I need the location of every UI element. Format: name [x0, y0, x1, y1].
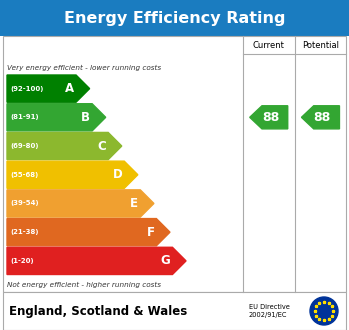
- Text: (55-68): (55-68): [10, 172, 38, 178]
- Polygon shape: [7, 104, 106, 131]
- Text: E: E: [130, 197, 138, 210]
- Text: 88: 88: [262, 111, 279, 124]
- Text: (81-91): (81-91): [10, 114, 39, 120]
- Text: Potential: Potential: [302, 41, 339, 49]
- Polygon shape: [302, 106, 340, 129]
- Bar: [3, 36, 346, 292]
- Text: Not energy efficient - higher running costs: Not energy efficient - higher running co…: [7, 282, 161, 288]
- Bar: [0, 0, 349, 36]
- Text: (69-80): (69-80): [10, 143, 38, 149]
- Text: (1-20): (1-20): [10, 258, 34, 264]
- Text: Very energy efficient - lower running costs: Very energy efficient - lower running co…: [7, 65, 161, 71]
- Text: 88: 88: [314, 111, 331, 124]
- Text: (39-54): (39-54): [10, 200, 39, 207]
- Text: B: B: [81, 111, 90, 124]
- Text: A: A: [65, 82, 74, 95]
- Bar: [3, 292, 346, 330]
- Polygon shape: [7, 218, 170, 246]
- Text: C: C: [97, 140, 106, 152]
- Text: F: F: [146, 226, 154, 239]
- Text: England, Scotland & Wales: England, Scotland & Wales: [9, 305, 187, 317]
- Polygon shape: [7, 190, 154, 217]
- Polygon shape: [7, 75, 90, 102]
- Text: EU Directive
2002/91/EC: EU Directive 2002/91/EC: [248, 304, 289, 318]
- Polygon shape: [7, 161, 138, 188]
- Text: Current: Current: [253, 41, 285, 49]
- Text: Energy Efficiency Rating: Energy Efficiency Rating: [64, 11, 285, 25]
- Text: D: D: [112, 168, 122, 181]
- Circle shape: [310, 297, 338, 325]
- Polygon shape: [250, 106, 288, 129]
- Polygon shape: [7, 132, 122, 160]
- Polygon shape: [7, 247, 186, 275]
- Text: (21-38): (21-38): [10, 229, 38, 235]
- Text: (92-100): (92-100): [10, 85, 43, 92]
- Text: G: G: [161, 254, 170, 267]
